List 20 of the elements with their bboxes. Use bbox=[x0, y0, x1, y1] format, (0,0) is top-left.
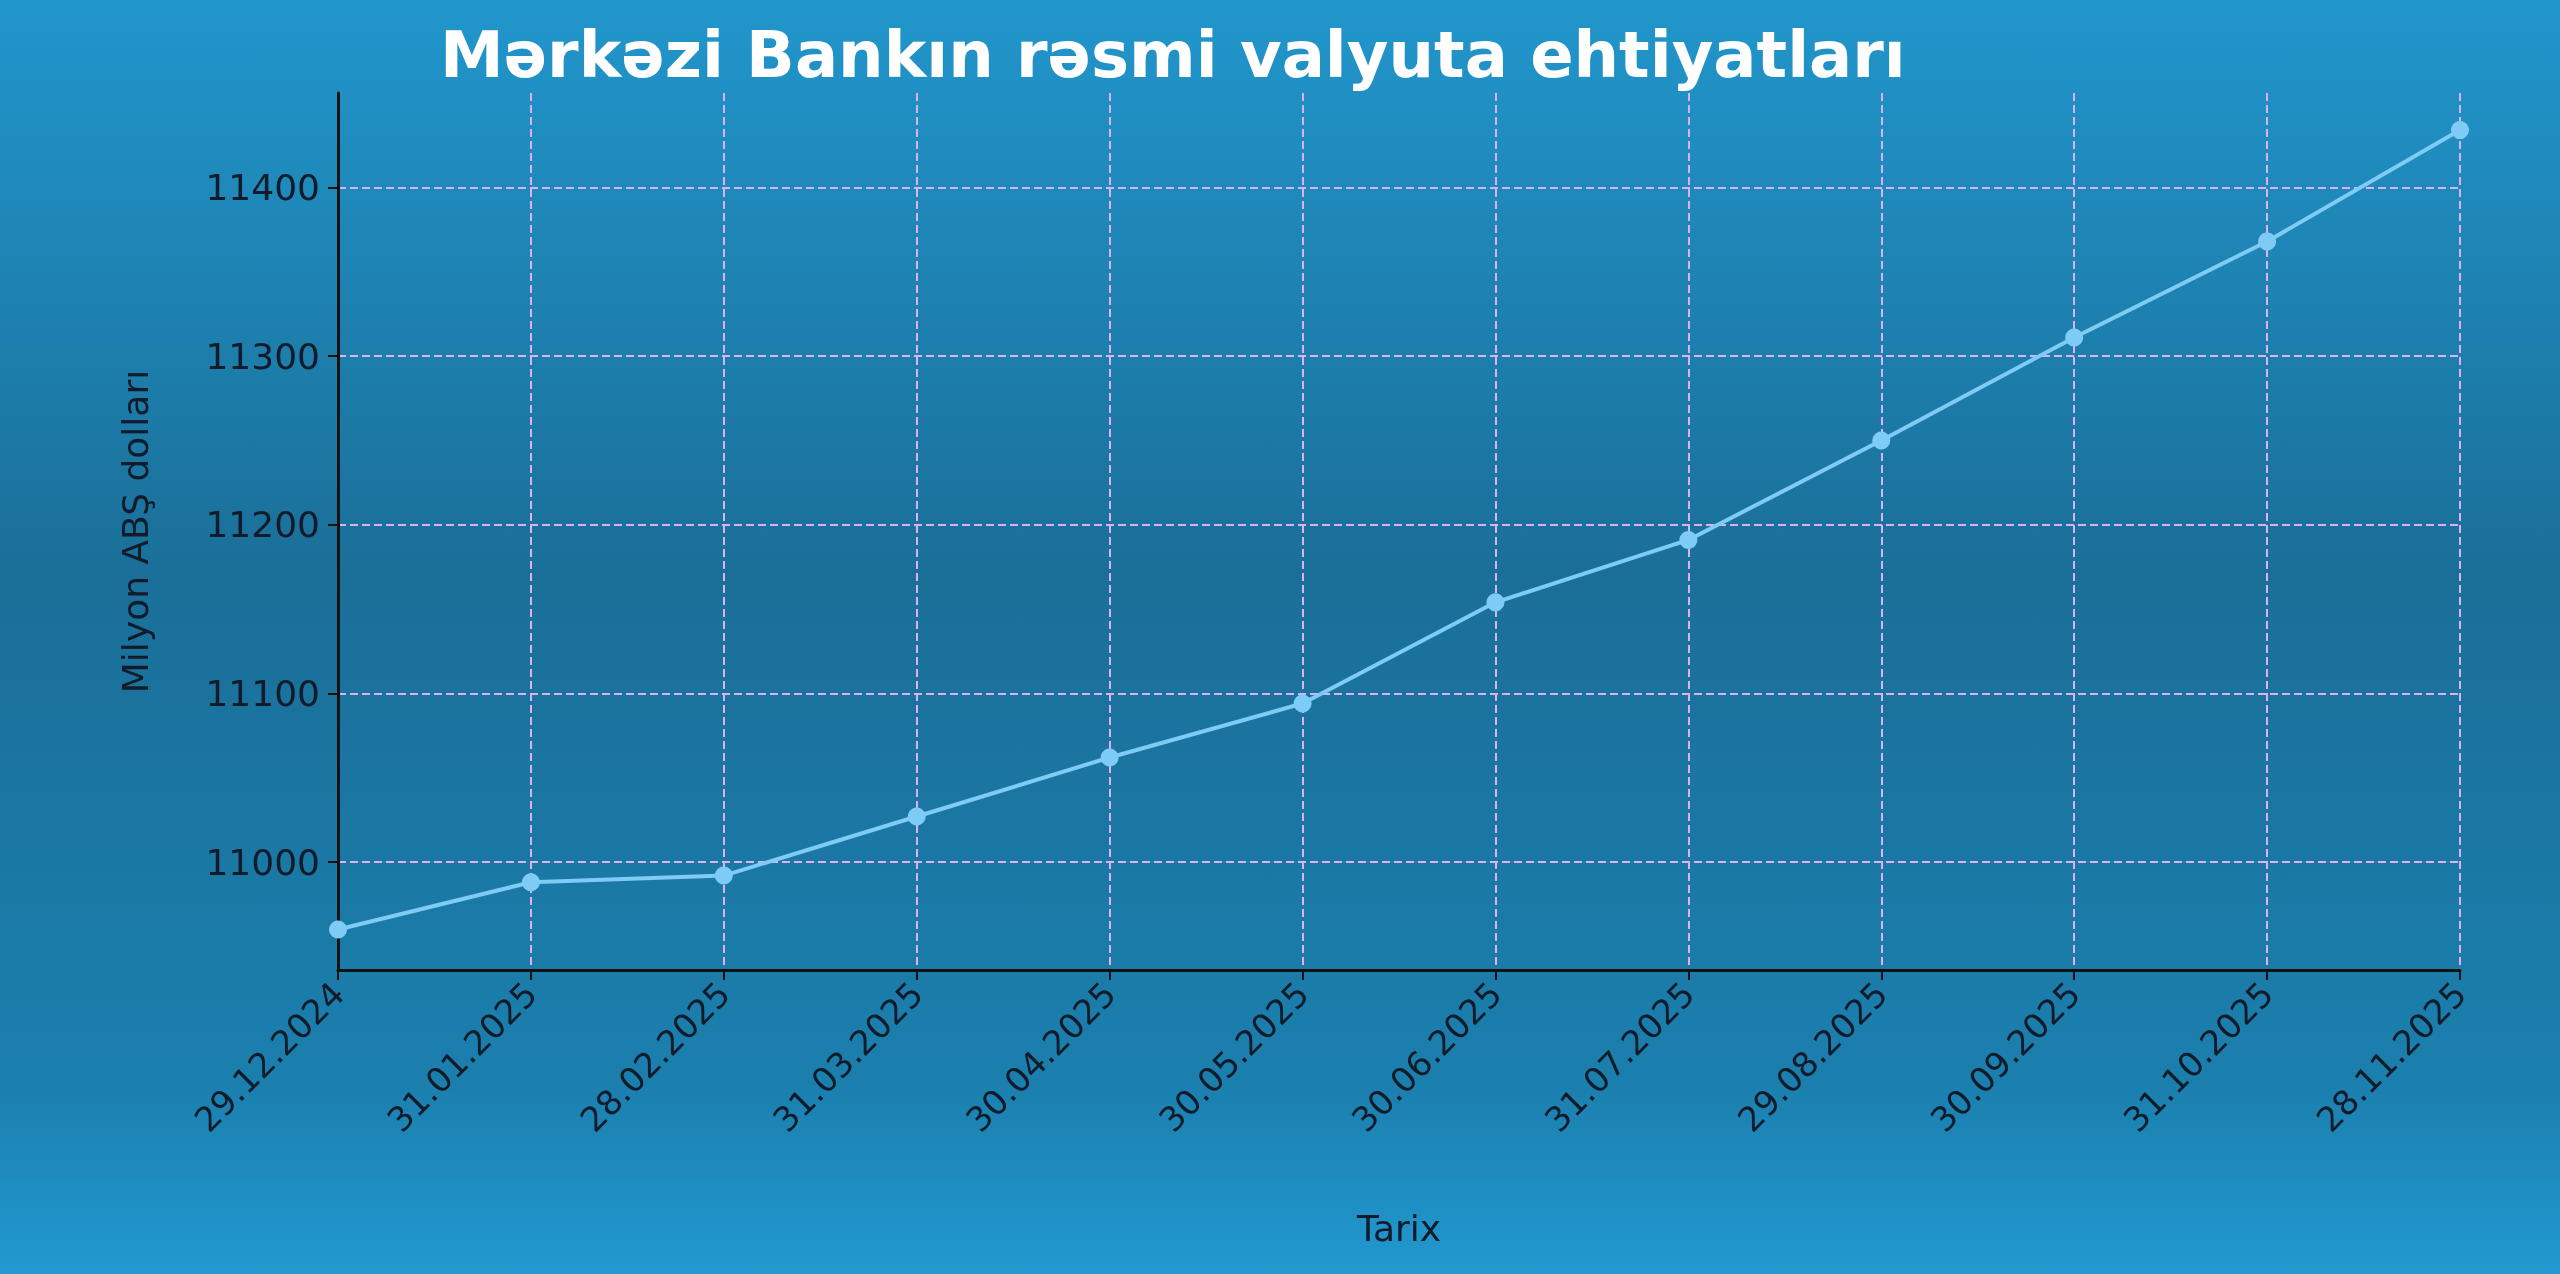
point bbox=[1486, 593, 1505, 612]
point bbox=[1679, 530, 1698, 549]
point bbox=[1872, 431, 1891, 450]
point bbox=[907, 807, 926, 826]
y-tick-label: 11300 bbox=[205, 335, 320, 377]
point bbox=[714, 866, 733, 885]
y-tick-label: 11400 bbox=[205, 166, 320, 208]
point bbox=[2451, 121, 2469, 140]
point bbox=[1293, 694, 1312, 713]
point bbox=[1100, 748, 1119, 767]
chart-title: Mərkəzi Bankın rəsmi valyuta ehtiyatları bbox=[440, 18, 1906, 92]
y-tick-label: 11100 bbox=[205, 672, 320, 714]
point bbox=[329, 920, 347, 939]
y-axis-title: Milyon ABŞ dolları bbox=[114, 369, 156, 694]
y-tick-label: 11200 bbox=[205, 504, 320, 546]
y-tick-label: 11000 bbox=[205, 841, 320, 883]
point bbox=[2065, 328, 2084, 347]
point bbox=[2258, 232, 2277, 251]
x-axis-title: Tarix bbox=[1355, 1207, 1442, 1249]
point bbox=[521, 873, 540, 892]
